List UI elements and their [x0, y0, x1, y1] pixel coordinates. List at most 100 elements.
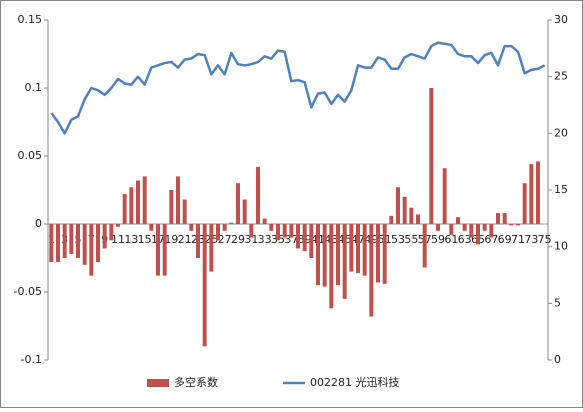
bar — [176, 176, 180, 224]
y-tick-label: 0.1 — [25, 81, 43, 94]
y2-tick-label: 25 — [554, 70, 568, 83]
bar — [196, 224, 200, 258]
bar — [409, 207, 414, 224]
bar — [356, 224, 360, 273]
x-tick-label: 75 — [538, 233, 552, 246]
bar — [142, 176, 147, 224]
y-tick-label: -0.1 — [21, 353, 42, 366]
bar — [396, 187, 400, 224]
bar — [136, 180, 140, 224]
bar — [62, 224, 67, 258]
x-tick-label: 31 — [244, 233, 258, 246]
y-tick-label: -0.05 — [14, 285, 42, 298]
bar — [489, 224, 494, 238]
x-tick-label: 61 — [444, 233, 458, 246]
y-tick-label: 0.15 — [18, 13, 43, 26]
bar — [302, 224, 307, 252]
bar — [269, 224, 274, 231]
x-tick-label: 29 — [231, 233, 245, 246]
bar — [449, 224, 454, 235]
bar — [456, 217, 460, 224]
bar — [56, 224, 60, 263]
x-tick-label: 67 — [484, 233, 498, 246]
bar — [49, 224, 54, 263]
bar — [536, 161, 540, 224]
y2-tick-label: 5 — [554, 296, 561, 309]
bar — [376, 224, 380, 283]
bar — [362, 224, 367, 276]
x-tick-label: 73 — [524, 233, 538, 246]
bar — [189, 224, 194, 231]
bar — [122, 194, 127, 224]
bar — [482, 224, 487, 231]
bar — [249, 224, 254, 238]
bar — [209, 224, 214, 272]
bar — [82, 224, 87, 265]
y2-tick-label: 10 — [554, 240, 568, 253]
bar — [429, 88, 434, 224]
legend-swatch — [147, 379, 169, 387]
bar — [436, 224, 440, 231]
bar — [69, 224, 74, 254]
legend-label: 002281 光迅科技 — [310, 375, 400, 389]
bar — [96, 224, 100, 263]
bar — [369, 224, 374, 317]
bar — [276, 224, 280, 241]
bar — [129, 187, 134, 224]
bar — [322, 224, 327, 287]
bar — [516, 224, 520, 226]
x-tick-label: 37 — [284, 233, 298, 246]
legend-label: 多空系数 — [174, 375, 218, 389]
bar — [109, 224, 114, 241]
x-tick-label: 59 — [431, 233, 445, 246]
bar — [242, 199, 247, 224]
y-tick-label: 0.05 — [18, 149, 43, 162]
y2-tick-label: 15 — [554, 183, 568, 196]
x-tick-label: 21 — [178, 233, 192, 246]
bar — [169, 190, 174, 224]
x-tick-label: 11 — [111, 233, 125, 246]
x-tick-label: 27 — [218, 233, 232, 246]
bar — [416, 214, 420, 224]
x-tick-label: 15 — [138, 233, 152, 246]
bar — [182, 199, 187, 224]
bar — [496, 213, 500, 224]
bar — [469, 224, 474, 238]
x-tick-label: 69 — [498, 233, 512, 246]
bar — [256, 166, 260, 224]
bar — [222, 224, 227, 231]
bar — [382, 224, 387, 284]
y-tick-label: 0 — [35, 217, 42, 230]
x-tick-label: 63 — [458, 233, 472, 246]
y2-tick-label: 30 — [554, 13, 568, 26]
bar — [342, 224, 347, 299]
bar — [316, 224, 320, 286]
bar — [509, 224, 514, 226]
x-tick-label: 19 — [164, 233, 178, 246]
bar — [116, 224, 120, 227]
bar — [102, 224, 107, 249]
bar — [336, 224, 340, 286]
bar — [229, 222, 234, 224]
bar — [296, 224, 300, 249]
bar — [442, 168, 447, 224]
bar — [156, 224, 160, 276]
bar — [216, 224, 220, 241]
bar — [202, 224, 207, 347]
bar — [529, 164, 534, 224]
bar — [309, 224, 314, 258]
bar — [262, 218, 267, 224]
bar — [289, 224, 294, 238]
x-tick-label: 13 — [124, 233, 138, 246]
bar — [522, 183, 527, 224]
bar — [462, 224, 467, 231]
bar — [329, 224, 334, 309]
bar — [476, 224, 480, 245]
bar — [282, 224, 287, 238]
bar — [149, 224, 154, 231]
bar — [422, 224, 427, 268]
bar — [236, 183, 240, 224]
bar — [349, 224, 354, 272]
